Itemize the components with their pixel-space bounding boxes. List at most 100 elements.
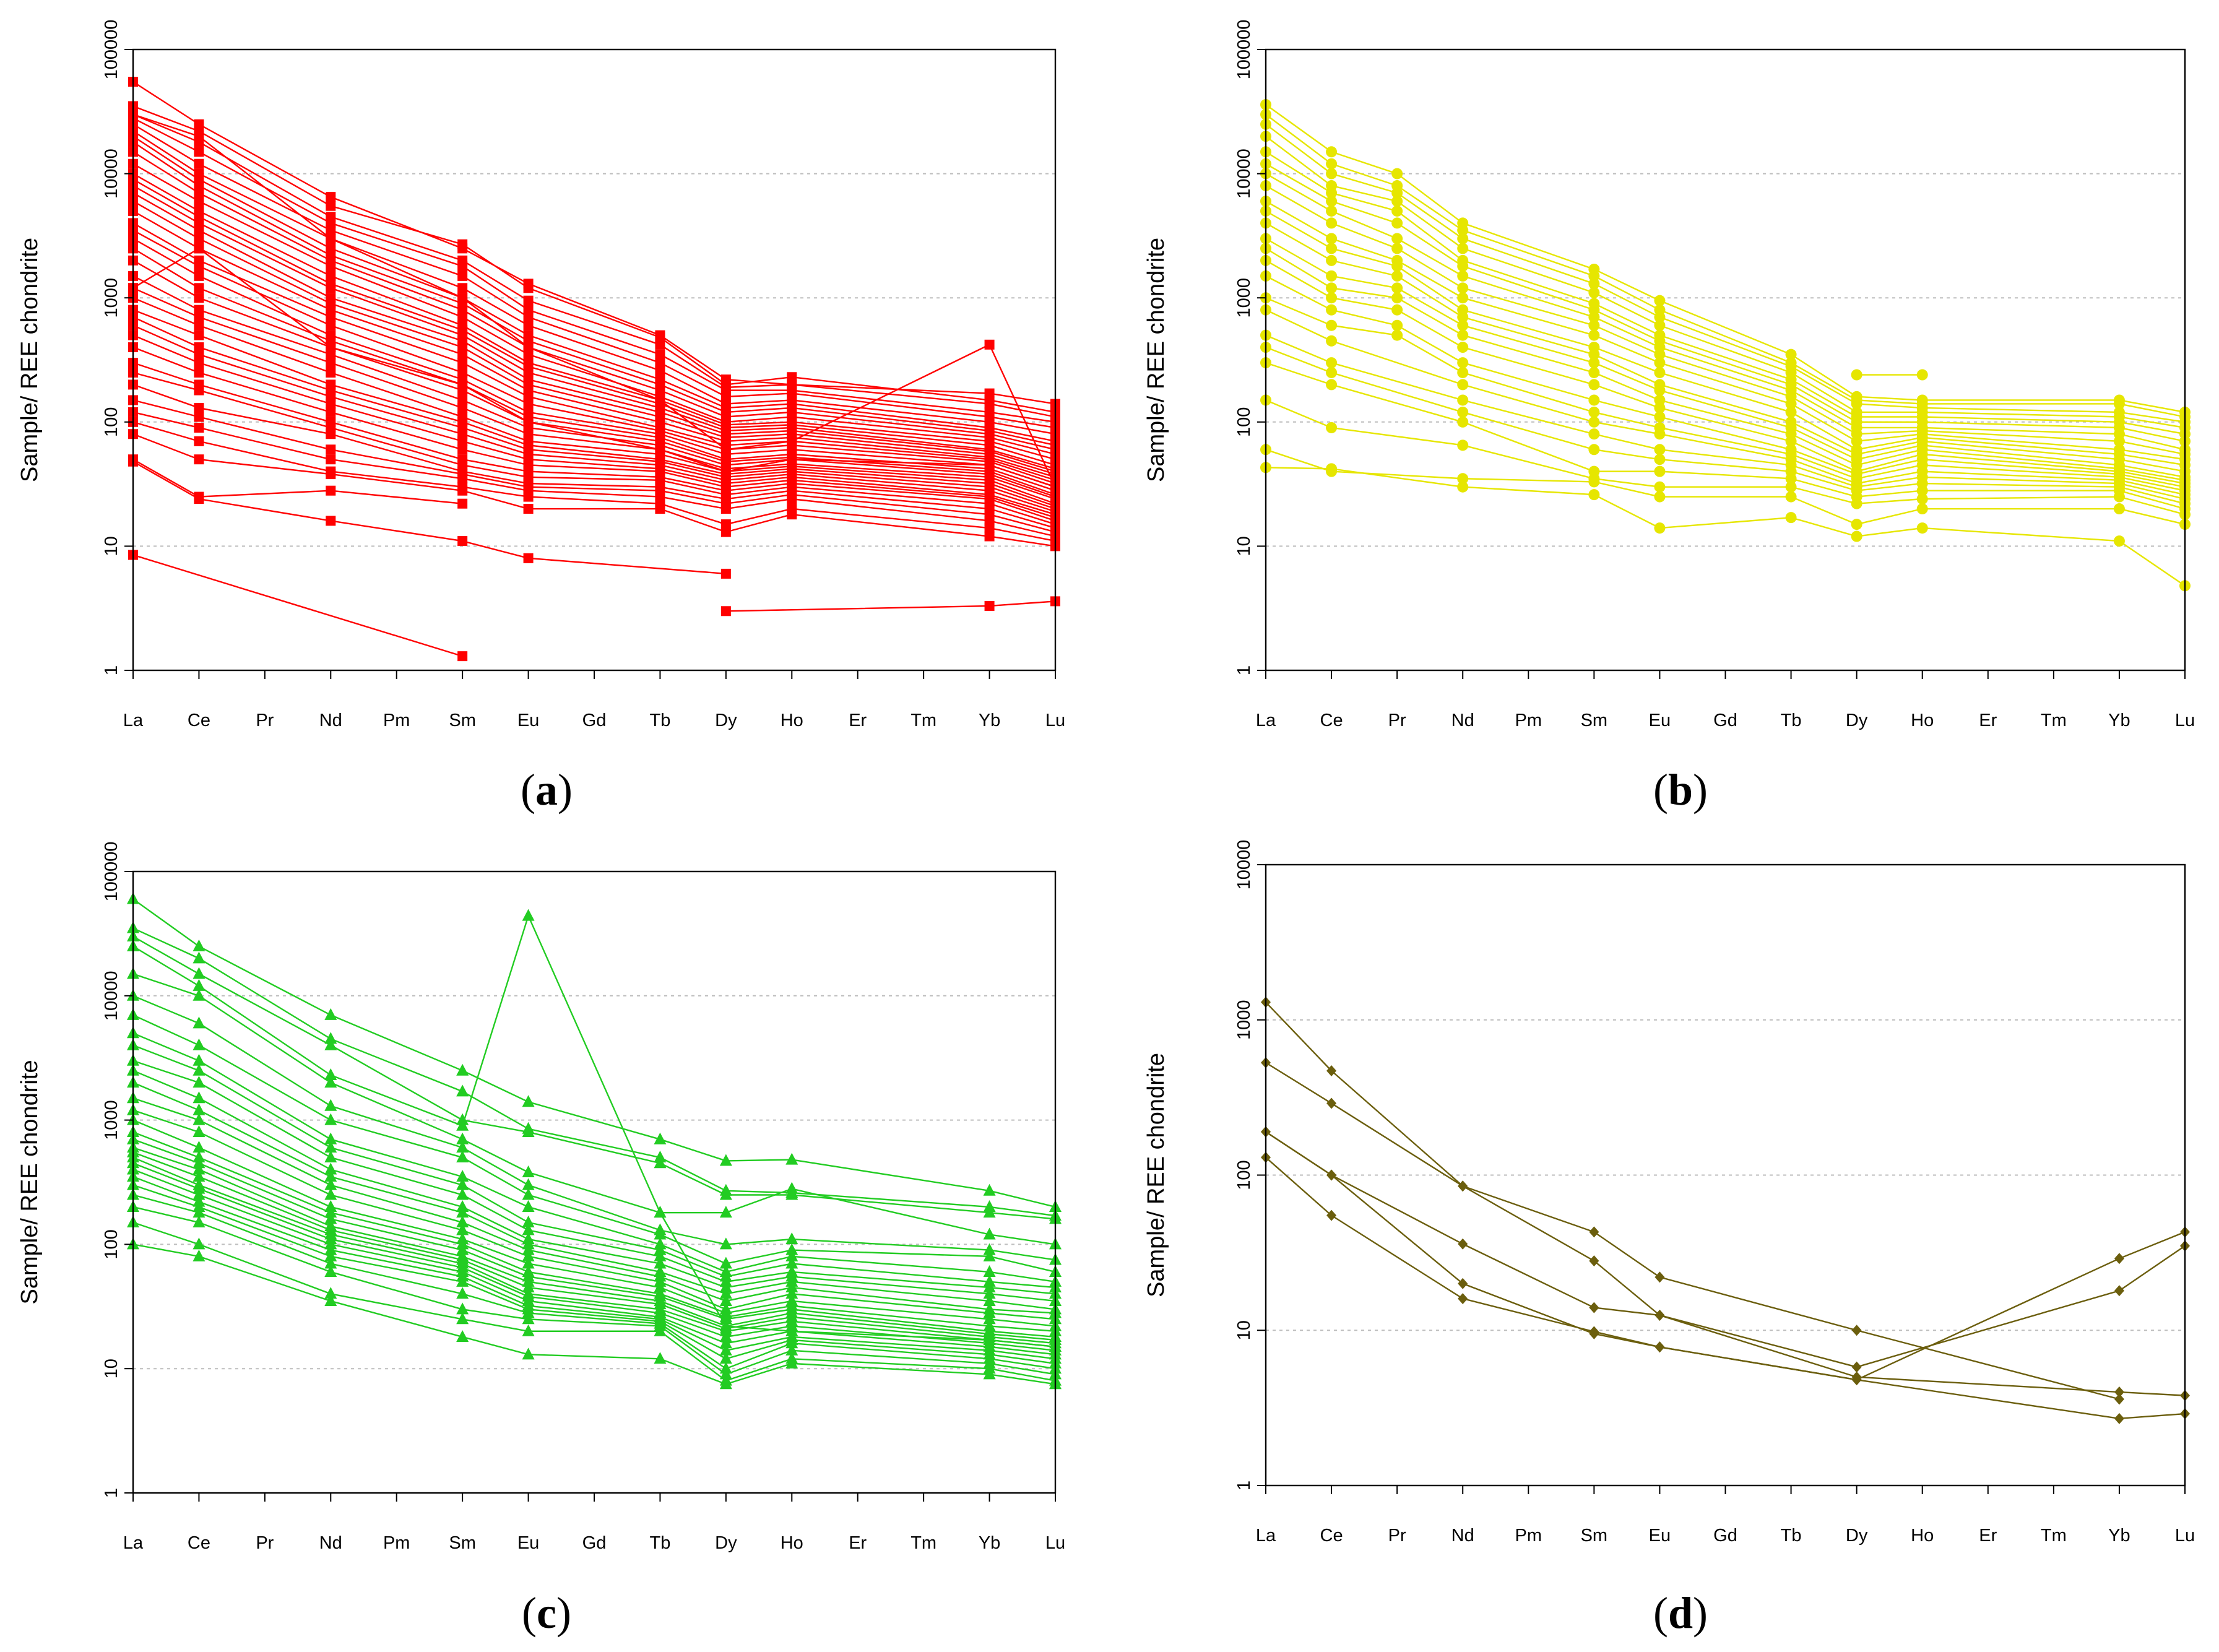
- data-point-c: [324, 1068, 337, 1080]
- data-point-a: [457, 283, 468, 293]
- plot-frame-a: [132, 48, 1057, 672]
- x-tick-label: Pm: [383, 1533, 410, 1553]
- data-point-b: [1326, 233, 1338, 244]
- series-line-c-5: [132, 995, 1056, 1261]
- data-point-c: [324, 1162, 337, 1175]
- data-point-a: [523, 312, 534, 322]
- data-point-c: [522, 1165, 535, 1177]
- series-line-b-21: [1265, 449, 2186, 525]
- data-point-c: [324, 1008, 337, 1020]
- data-point-b: [1391, 270, 1403, 282]
- data-point-c: [522, 1216, 535, 1228]
- series-line-a-0: [132, 81, 1056, 405]
- series-line-c-14: [132, 1119, 1056, 1327]
- data-point-b: [1391, 260, 1403, 272]
- y-tick-label: 100: [102, 407, 121, 437]
- series-line-a-18: [132, 238, 1056, 488]
- series-line-a-31: [132, 384, 1056, 529]
- chart-panel-a: 1 10 100 1000 10000 100000 La Ce Pr Nd Pm Sm Eu Gd Tb D…: [0, 0, 1108, 823]
- data-point-b: [1326, 304, 1338, 316]
- series-line-c-27: [132, 1243, 1056, 1385]
- series-line-c-12: [132, 1097, 1056, 1314]
- data-point-c: [192, 1076, 205, 1088]
- x-tick-label: Pm: [1515, 711, 1542, 730]
- data-point-a: [326, 485, 336, 496]
- series-line-c-4: [132, 973, 1056, 1245]
- data-point-b: [1457, 319, 1469, 331]
- data-point-b: [1654, 366, 1666, 378]
- data-point-d: [1589, 1226, 1599, 1238]
- x-tick-label: Pr: [256, 1533, 274, 1553]
- x-tick-label: Pm: [1515, 1526, 1542, 1546]
- series-line-c-26: [132, 1221, 1056, 1382]
- data-point-b: [1588, 329, 1600, 341]
- data-point-c: [192, 1141, 205, 1153]
- data-point-b: [1588, 444, 1600, 456]
- series-line-b-17: [1265, 334, 2186, 500]
- data-point-a: [326, 312, 336, 322]
- data-point-c: [192, 1188, 205, 1200]
- data-point-a: [194, 225, 204, 236]
- data-point-a: [326, 320, 336, 331]
- x-tick-label: Tb: [1781, 1526, 1802, 1546]
- data-point-b: [1654, 465, 1666, 477]
- data-point-b: [1457, 329, 1469, 341]
- data-point-c: [456, 1178, 469, 1190]
- x-tick-label: Yb: [2108, 1526, 2130, 1546]
- data-point-a: [326, 261, 336, 271]
- y-tick-label: 1000: [1234, 278, 1254, 318]
- x-tick-label: Lu: [1045, 1533, 1065, 1553]
- data-point-c: [522, 1095, 535, 1107]
- data-point-c: [654, 1324, 667, 1336]
- series-line-c-10: [132, 1070, 1056, 1302]
- series-line-a-37: [132, 113, 1057, 488]
- data-point-d: [1458, 1238, 1468, 1250]
- series-line-c-1: [132, 927, 1056, 1217]
- data-point-b: [1391, 243, 1403, 254]
- y-tick-label: 100000: [102, 20, 121, 80]
- data-point-c: [324, 1038, 337, 1050]
- data-point-c: [522, 1256, 535, 1269]
- series-line-a-29: [132, 361, 1056, 522]
- x-tick-label: Tm: [911, 711, 936, 730]
- data-point-a: [326, 516, 336, 526]
- data-point-a: [194, 491, 204, 502]
- data-point-c: [324, 1170, 337, 1182]
- series-line-a-38: [132, 461, 726, 575]
- data-point-c: [192, 967, 205, 979]
- series-line-c-8: [132, 1044, 1056, 1289]
- data-point-c: [324, 1206, 337, 1218]
- data-point-c: [192, 1125, 205, 1138]
- data-point-a: [984, 523, 995, 534]
- series-line-c-3: [132, 914, 1056, 1348]
- data-point-b: [1654, 357, 1666, 369]
- data-point-b: [1654, 428, 1666, 440]
- data-point-b: [1457, 481, 1469, 493]
- data-point-b: [1588, 394, 1600, 406]
- data-point-a: [787, 494, 797, 504]
- data-point-c: [456, 1243, 469, 1255]
- series-line-b-9: [1265, 210, 2186, 466]
- data-point-b: [1785, 435, 1797, 447]
- x-tick-label: Pr: [256, 711, 274, 730]
- data-point-c: [983, 1265, 996, 1277]
- data-point-b: [1785, 473, 1797, 485]
- data-point-b: [1916, 485, 1928, 496]
- y-tick-label: 1000: [102, 278, 121, 318]
- data-point-c: [785, 1243, 798, 1255]
- data-point-c: [719, 1367, 732, 1380]
- y-tick-label: 1: [1234, 1481, 1254, 1490]
- data-point-b: [1326, 158, 1338, 170]
- data-point-c: [456, 1118, 469, 1131]
- data-point-b: [1391, 319, 1403, 331]
- caption-a: (a): [521, 765, 573, 815]
- data-point-c: [719, 1281, 732, 1293]
- data-point-b: [1457, 473, 1469, 485]
- series-line-c-6: [132, 1014, 1056, 1273]
- plot-frame-b: [1265, 48, 2186, 672]
- series-line-c-9: [132, 1060, 1056, 1295]
- data-point-b: [1391, 304, 1403, 316]
- series-line-a-41: [725, 600, 1056, 612]
- data-point-d: [1655, 1341, 1665, 1353]
- data-point-b: [1391, 187, 1403, 199]
